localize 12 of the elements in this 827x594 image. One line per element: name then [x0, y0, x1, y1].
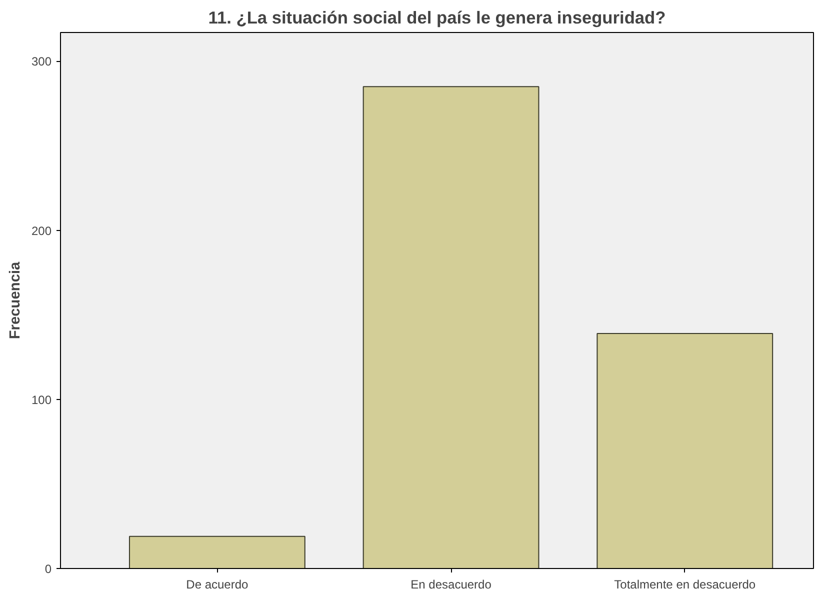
y-tick-label: 100	[31, 392, 52, 407]
x-tick-label: Totalmente en desacuerdo	[614, 578, 756, 592]
x-tick-label: En desacuerdo	[410, 578, 492, 592]
y-tick-label: 300	[31, 54, 52, 69]
x-tick-label: De acuerdo	[186, 578, 249, 592]
y-tick-label: 0	[44, 562, 52, 576]
y-axis-title: Frecuencia	[7, 260, 24, 340]
bar	[362, 86, 540, 568]
bar	[128, 536, 306, 568]
y-tick-label: 200	[31, 224, 52, 238]
chart-title: 11. ¿La situación social del país le genera inseguridad?	[208, 8, 666, 28]
bar	[596, 332, 774, 568]
